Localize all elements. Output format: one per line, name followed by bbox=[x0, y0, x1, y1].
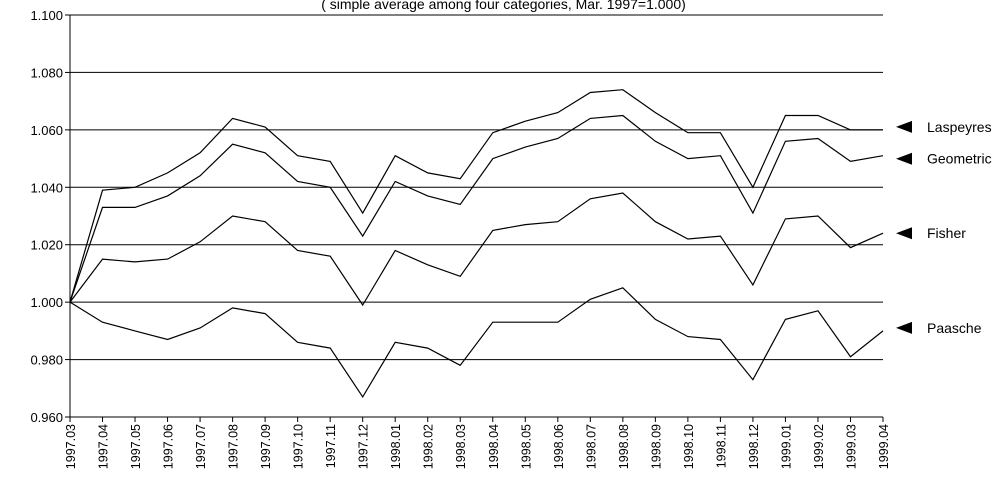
series-lines bbox=[69, 89, 884, 399]
legend-label-geometric: Geometric bbox=[927, 151, 992, 167]
x-tick-label: 1997.09 bbox=[259, 424, 273, 469]
x-tick-label: 1998.09 bbox=[649, 424, 663, 469]
x-tick-label: 1998.07 bbox=[584, 424, 598, 469]
x-tick-label: 1997.11 bbox=[324, 424, 338, 468]
legend: Laspeyres Geometric Fisher Paasche bbox=[896, 119, 992, 336]
x-tick-label: 1997.06 bbox=[162, 424, 176, 469]
x-tick-label: 1997.04 bbox=[97, 424, 111, 469]
x-tick-label: 1998.08 bbox=[617, 424, 631, 469]
y-tick-label: 1.020 bbox=[30, 238, 63, 253]
x-tick-label: 1997.05 bbox=[129, 424, 143, 469]
y-tick-label: 1.080 bbox=[30, 65, 63, 80]
x-tick-label: 1999.03 bbox=[844, 424, 858, 469]
series-line-paasche bbox=[69, 287, 884, 399]
x-tick-label: 1997.07 bbox=[194, 424, 208, 469]
grid-lines bbox=[70, 14, 883, 418]
x-tick-label: 1999.01 bbox=[779, 424, 793, 469]
x-tick-labels: 1997.03 1997.04 1997.05 1997.06 1997.07 1997.… bbox=[64, 424, 891, 469]
y-tick-label: 0.980 bbox=[30, 353, 63, 368]
legend-label-laspeyres: Laspeyres bbox=[927, 119, 992, 135]
x-tick-label: 1998.05 bbox=[519, 424, 533, 469]
y-tick-label: 1.100 bbox=[30, 8, 63, 23]
y-tick-labels: 0.960 0.980 1.000 1.020 1.040 1.060 1.080 1.100 bbox=[30, 8, 63, 425]
x-tick-label: 1997.03 bbox=[64, 424, 78, 469]
x-tick-label: 1998.01 bbox=[389, 424, 403, 469]
x-tick-label: 1998.10 bbox=[682, 424, 696, 469]
y-tick-label: 1.040 bbox=[30, 180, 63, 195]
legend-arrow-fisher bbox=[896, 227, 912, 240]
legend-label-fisher: Fisher bbox=[927, 225, 966, 241]
axes bbox=[65, 14, 884, 422]
legend-arrow-laspeyres bbox=[896, 120, 912, 133]
x-tick-label: 1998.04 bbox=[487, 424, 501, 469]
y-tick-label: 1.060 bbox=[30, 123, 63, 138]
chart-subtitle: ( simple average among four categories, … bbox=[321, 0, 686, 12]
x-tick-label: 1997.12 bbox=[357, 424, 371, 469]
x-tick-label: 1998.12 bbox=[747, 424, 761, 469]
x-tick-label: 1998.11 bbox=[714, 424, 728, 468]
series-line-geometric bbox=[69, 114, 884, 303]
series-line-laspeyres bbox=[69, 89, 883, 303]
y-tick-label: 0.960 bbox=[30, 410, 63, 425]
x-tick-label: 1998.02 bbox=[422, 424, 436, 469]
legend-arrow-paasche bbox=[896, 321, 912, 334]
legend-label-paasche: Paasche bbox=[927, 320, 982, 336]
y-tick-label: 1.000 bbox=[30, 295, 63, 310]
legend-arrow-geometric bbox=[896, 152, 912, 165]
series-line-fisher bbox=[69, 192, 884, 307]
x-tick-label: 1998.03 bbox=[454, 424, 468, 469]
x-tick-label: 1997.10 bbox=[292, 424, 306, 469]
x-tick-label: 1999.04 bbox=[877, 424, 891, 469]
x-tick-label: 1999.02 bbox=[812, 424, 826, 469]
x-tick-label: 1998.06 bbox=[552, 424, 566, 469]
x-tick-label: 1997.08 bbox=[227, 424, 241, 469]
